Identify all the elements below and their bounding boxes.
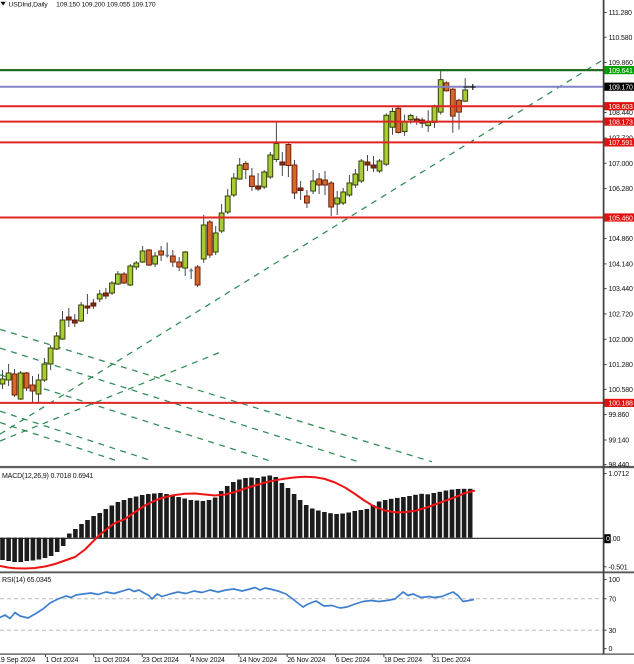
svg-text:6 Dec 2024: 6 Dec 2024: [336, 657, 371, 664]
svg-text:31 Dec 2024: 31 Dec 2024: [432, 657, 470, 664]
svg-text:102.000: 102.000: [609, 337, 634, 344]
svg-text:11 Oct 2024: 11 Oct 2024: [94, 657, 130, 664]
svg-text:70: 70: [609, 596, 617, 603]
svg-text:104.140: 104.140: [609, 262, 634, 269]
svg-text:99.140: 99.140: [609, 438, 630, 445]
svg-text:1.0712: 1.0712: [609, 471, 630, 478]
svg-text:19 Sep 2024: 19 Sep 2024: [0, 657, 35, 664]
svg-text:106.280: 106.280: [609, 186, 634, 193]
svg-text:MACD(12,26,9) 0.7018 0.6941: MACD(12,26,9) 0.7018 0.6941: [2, 473, 94, 480]
svg-text:108.173: 108.173: [609, 119, 634, 126]
svg-text:107.000: 107.000: [609, 161, 634, 168]
svg-text:18 Dec 2024: 18 Dec 2024: [384, 657, 422, 664]
svg-text:.00: .00: [611, 536, 621, 543]
svg-text:14 Nov 2024: 14 Nov 2024: [239, 657, 277, 664]
svg-text:109.860: 109.860: [609, 60, 634, 67]
svg-text:103.440: 103.440: [609, 286, 634, 293]
svg-text:26 Nov 2024: 26 Nov 2024: [287, 657, 325, 664]
svg-text:30: 30: [609, 628, 617, 635]
svg-text:105.460: 105.460: [609, 215, 634, 222]
svg-text:100.580: 100.580: [609, 387, 634, 394]
svg-text:110.580: 110.580: [609, 35, 633, 42]
svg-text:100: 100: [609, 577, 620, 584]
svg-text:0: 0: [609, 646, 613, 653]
svg-text:107.591: 107.591: [609, 140, 634, 147]
svg-text:0: 0: [606, 536, 610, 543]
svg-text:101.280: 101.280: [609, 362, 634, 369]
svg-text:102.720: 102.720: [609, 312, 634, 319]
svg-text:104.860: 104.860: [609, 236, 634, 243]
svg-text:98.440: 98.440: [609, 462, 630, 469]
svg-text:109.641: 109.641: [609, 68, 634, 75]
svg-text:RSI(14) 65.0345: RSI(14) 65.0345: [2, 577, 51, 584]
svg-text:23 Oct 2024: 23 Oct 2024: [142, 657, 179, 664]
svg-text:100.188: 100.188: [609, 401, 634, 408]
svg-text:USDInd,Daily 109.150 109.2: USDInd,Daily 109.150 109.200 109.055 109…: [9, 1, 156, 8]
svg-text:109.170: 109.170: [609, 85, 634, 92]
svg-text:1 Oct 2024: 1 Oct 2024: [46, 657, 79, 664]
svg-text:108.440: 108.440: [609, 110, 634, 117]
svg-text:4 Nov 2024: 4 Nov 2024: [191, 657, 226, 664]
svg-text:99.860: 99.860: [609, 412, 630, 419]
svg-text:-0.501: -0.501: [609, 564, 628, 571]
svg-text:108.603: 108.603: [609, 104, 634, 111]
svg-text:111.280: 111.280: [609, 10, 632, 17]
